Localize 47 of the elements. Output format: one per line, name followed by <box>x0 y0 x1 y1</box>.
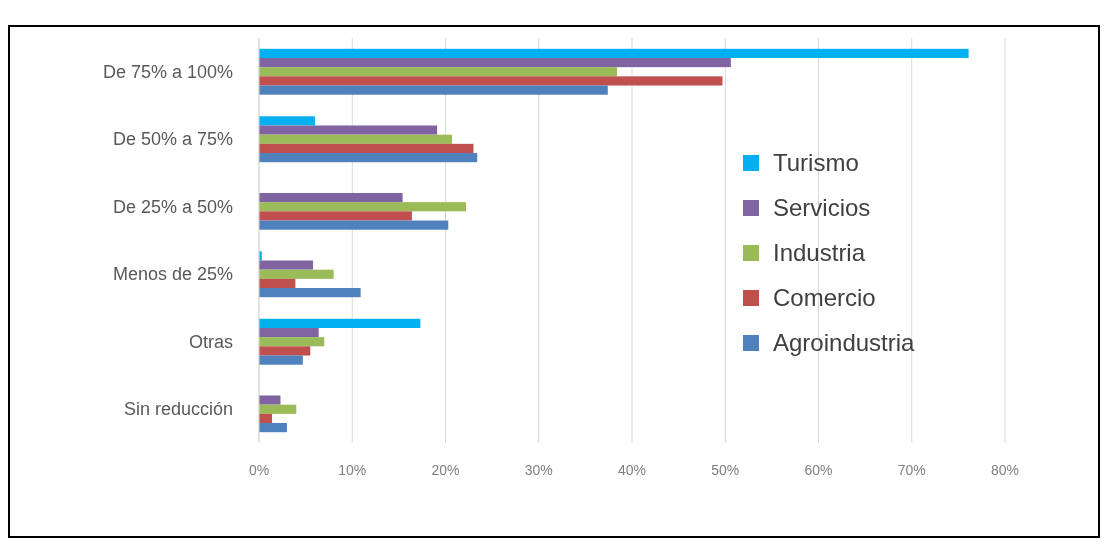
bar <box>259 337 325 347</box>
bar <box>259 153 478 163</box>
bar <box>259 260 314 270</box>
y-tick-label: De 50% a 75% <box>112 129 233 150</box>
bar <box>259 278 296 289</box>
legend-label: Agroindustria <box>773 329 916 356</box>
y-tick-label: De 75% a 100% <box>102 61 233 82</box>
bar <box>259 125 438 135</box>
bar <box>259 76 723 86</box>
bar <box>259 395 281 405</box>
bar <box>259 404 297 414</box>
y-tick-label: Sin reducción <box>123 399 233 420</box>
y-tick-label: De 25% a 50% <box>112 196 233 217</box>
x-tick-label: 20% <box>431 462 460 478</box>
bar <box>259 346 311 356</box>
legend-label: Turismo <box>773 149 859 176</box>
x-tick-label: 60% <box>804 462 833 478</box>
bar <box>259 202 467 212</box>
bar <box>259 67 618 77</box>
x-tick-label: 30% <box>524 462 553 478</box>
bar <box>259 85 608 95</box>
bar <box>259 134 453 144</box>
bar <box>259 288 361 298</box>
bar <box>259 143 474 154</box>
bar <box>259 211 412 221</box>
legend-label: Servicios <box>773 194 871 221</box>
bar <box>259 116 315 126</box>
bar <box>259 413 273 424</box>
bar <box>259 423 287 433</box>
bar <box>259 269 334 279</box>
legend-label: Comercio <box>773 284 876 311</box>
legend-label: Industria <box>773 239 866 266</box>
bar <box>259 220 449 230</box>
x-tick-label: 0% <box>248 462 270 478</box>
y-tick-label: Menos de 25% <box>112 264 233 285</box>
y-tick-label: Otras <box>188 331 233 352</box>
bar <box>259 318 421 328</box>
x-tick-label: 80% <box>990 462 1020 478</box>
x-tick-label: 50% <box>711 462 740 478</box>
x-tick-label: 10% <box>338 462 367 478</box>
bar <box>259 355 303 365</box>
x-tick-label: 40% <box>617 462 647 478</box>
bar <box>259 57 731 68</box>
bar <box>259 48 969 58</box>
bar <box>259 192 403 203</box>
bar <box>259 327 319 338</box>
x-tick-label: 70% <box>897 462 926 478</box>
